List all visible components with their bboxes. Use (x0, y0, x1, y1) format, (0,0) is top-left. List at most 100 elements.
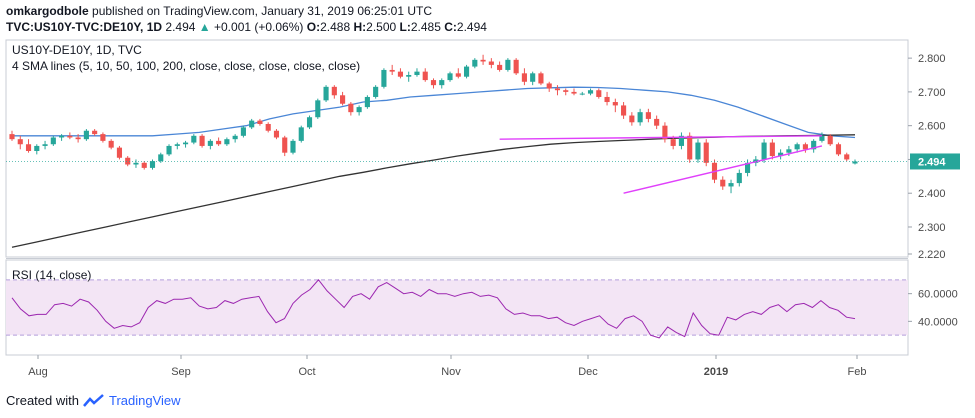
candle-body (480, 59, 486, 62)
candle-body (439, 80, 445, 86)
time-tick-label: 2019 (704, 366, 728, 378)
last-price: 2.494 (165, 20, 196, 34)
candle-body (844, 154, 850, 160)
open-value: 2.488 (320, 20, 351, 34)
candle-body (224, 139, 230, 145)
candle-body (207, 140, 213, 146)
candle-body (654, 118, 660, 126)
rsi-tick-label: 60.0000 (918, 289, 958, 301)
candle-body (389, 69, 395, 72)
candle-body (488, 61, 494, 65)
candle-body (373, 86, 379, 97)
candle-body (125, 157, 131, 165)
candle-body (75, 137, 81, 140)
rsi-pane-title: RSI (14, close) (12, 268, 92, 282)
candle-body (744, 162, 751, 173)
candle-body (265, 123, 271, 131)
candle-body (629, 115, 635, 123)
high-label: H: (353, 20, 367, 34)
candle-body (645, 112, 651, 119)
candle-body (290, 140, 296, 153)
candle-body (306, 117, 313, 128)
sma-blue-line (12, 86, 856, 139)
candle-body (42, 144, 48, 146)
rsi-line (11, 279, 856, 339)
candle-body (273, 130, 280, 138)
candle-body (621, 105, 627, 116)
candle-body (257, 120, 263, 124)
candle-body (678, 135, 685, 146)
candle-body (596, 90, 602, 97)
open-label: O: (306, 20, 321, 34)
candle-body (356, 107, 362, 113)
candle-body (579, 93, 585, 95)
candle-body (315, 100, 321, 118)
candle-body (298, 127, 304, 141)
published-text: published on TradingView.com, January 31… (92, 4, 433, 18)
candle-body (612, 102, 618, 106)
candle-body (563, 90, 569, 92)
main-pane-frame (5, 39, 909, 258)
change-arrow-icon: ▲ (198, 20, 211, 34)
candle-body (422, 71, 428, 81)
candle-body (604, 96, 610, 103)
candle-body (703, 142, 709, 163)
candle-body (406, 75, 412, 77)
candle-body (340, 95, 346, 104)
candle-body (761, 142, 767, 160)
time-tick-label: Nov (441, 366, 461, 378)
price-tick-label: 2.220 (918, 249, 946, 261)
trendline (499, 135, 822, 140)
time-tick-label: Aug (28, 366, 48, 378)
candle-body (835, 144, 842, 155)
last-price-badge (910, 153, 960, 170)
last-price-label: 2.494 (918, 156, 946, 168)
candle-body (282, 137, 288, 153)
candle-body (199, 135, 205, 146)
publication-line: omkargodbole published on TradingView.co… (6, 4, 432, 18)
candle-body (530, 73, 536, 82)
rsi-band (6, 279, 908, 336)
candle-body (430, 80, 437, 86)
price-tick-label: 2.600 (918, 121, 946, 133)
candle-body (455, 73, 461, 77)
candle-body (83, 130, 89, 140)
candle-body (587, 90, 594, 94)
price-tick-label: 2.300 (918, 222, 946, 234)
main-pane-title: US10Y-DE10Y, 1D, TVC (12, 43, 142, 57)
sma-dark-line (11, 134, 856, 248)
candle-body (554, 88, 561, 91)
candle-body (364, 96, 370, 108)
candle-body (794, 144, 800, 150)
tradingview-brand[interactable]: TradingView (108, 393, 181, 408)
candle-body (786, 149, 792, 153)
candle-body (736, 172, 742, 184)
close-value: 2.494 (456, 20, 487, 34)
candle-body (778, 152, 784, 157)
footer: Created with TradingView (6, 393, 181, 408)
candle-body (216, 140, 222, 145)
candle-body (695, 142, 701, 160)
candle-body (149, 161, 156, 168)
candle-body (802, 144, 808, 150)
candle-body (116, 147, 123, 158)
author-name[interactable]: omkargodbole (6, 4, 89, 18)
low-label: L: (399, 20, 411, 34)
candle-body (472, 59, 478, 67)
candle-body (546, 83, 552, 89)
time-tick-label: Sep (171, 366, 191, 378)
candle-body (133, 162, 139, 165)
candle-body (521, 73, 527, 82)
sma-study-label: 4 SMA lines (5, 10, 50, 100, 200, close,… (12, 59, 361, 73)
candle-body (637, 112, 643, 123)
candle-body (687, 135, 693, 160)
time-tick-label: Feb (848, 366, 867, 378)
candle-body (67, 135, 73, 138)
candle-body (720, 179, 726, 187)
candle-body (819, 135, 825, 141)
candle-body (191, 135, 197, 143)
candle-body (852, 161, 858, 164)
candle-body (59, 135, 65, 138)
trendline (623, 145, 823, 194)
